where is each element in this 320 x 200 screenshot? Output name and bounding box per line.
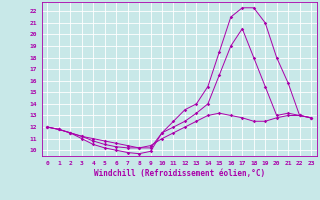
X-axis label: Windchill (Refroidissement éolien,°C): Windchill (Refroidissement éolien,°C)	[94, 169, 265, 178]
